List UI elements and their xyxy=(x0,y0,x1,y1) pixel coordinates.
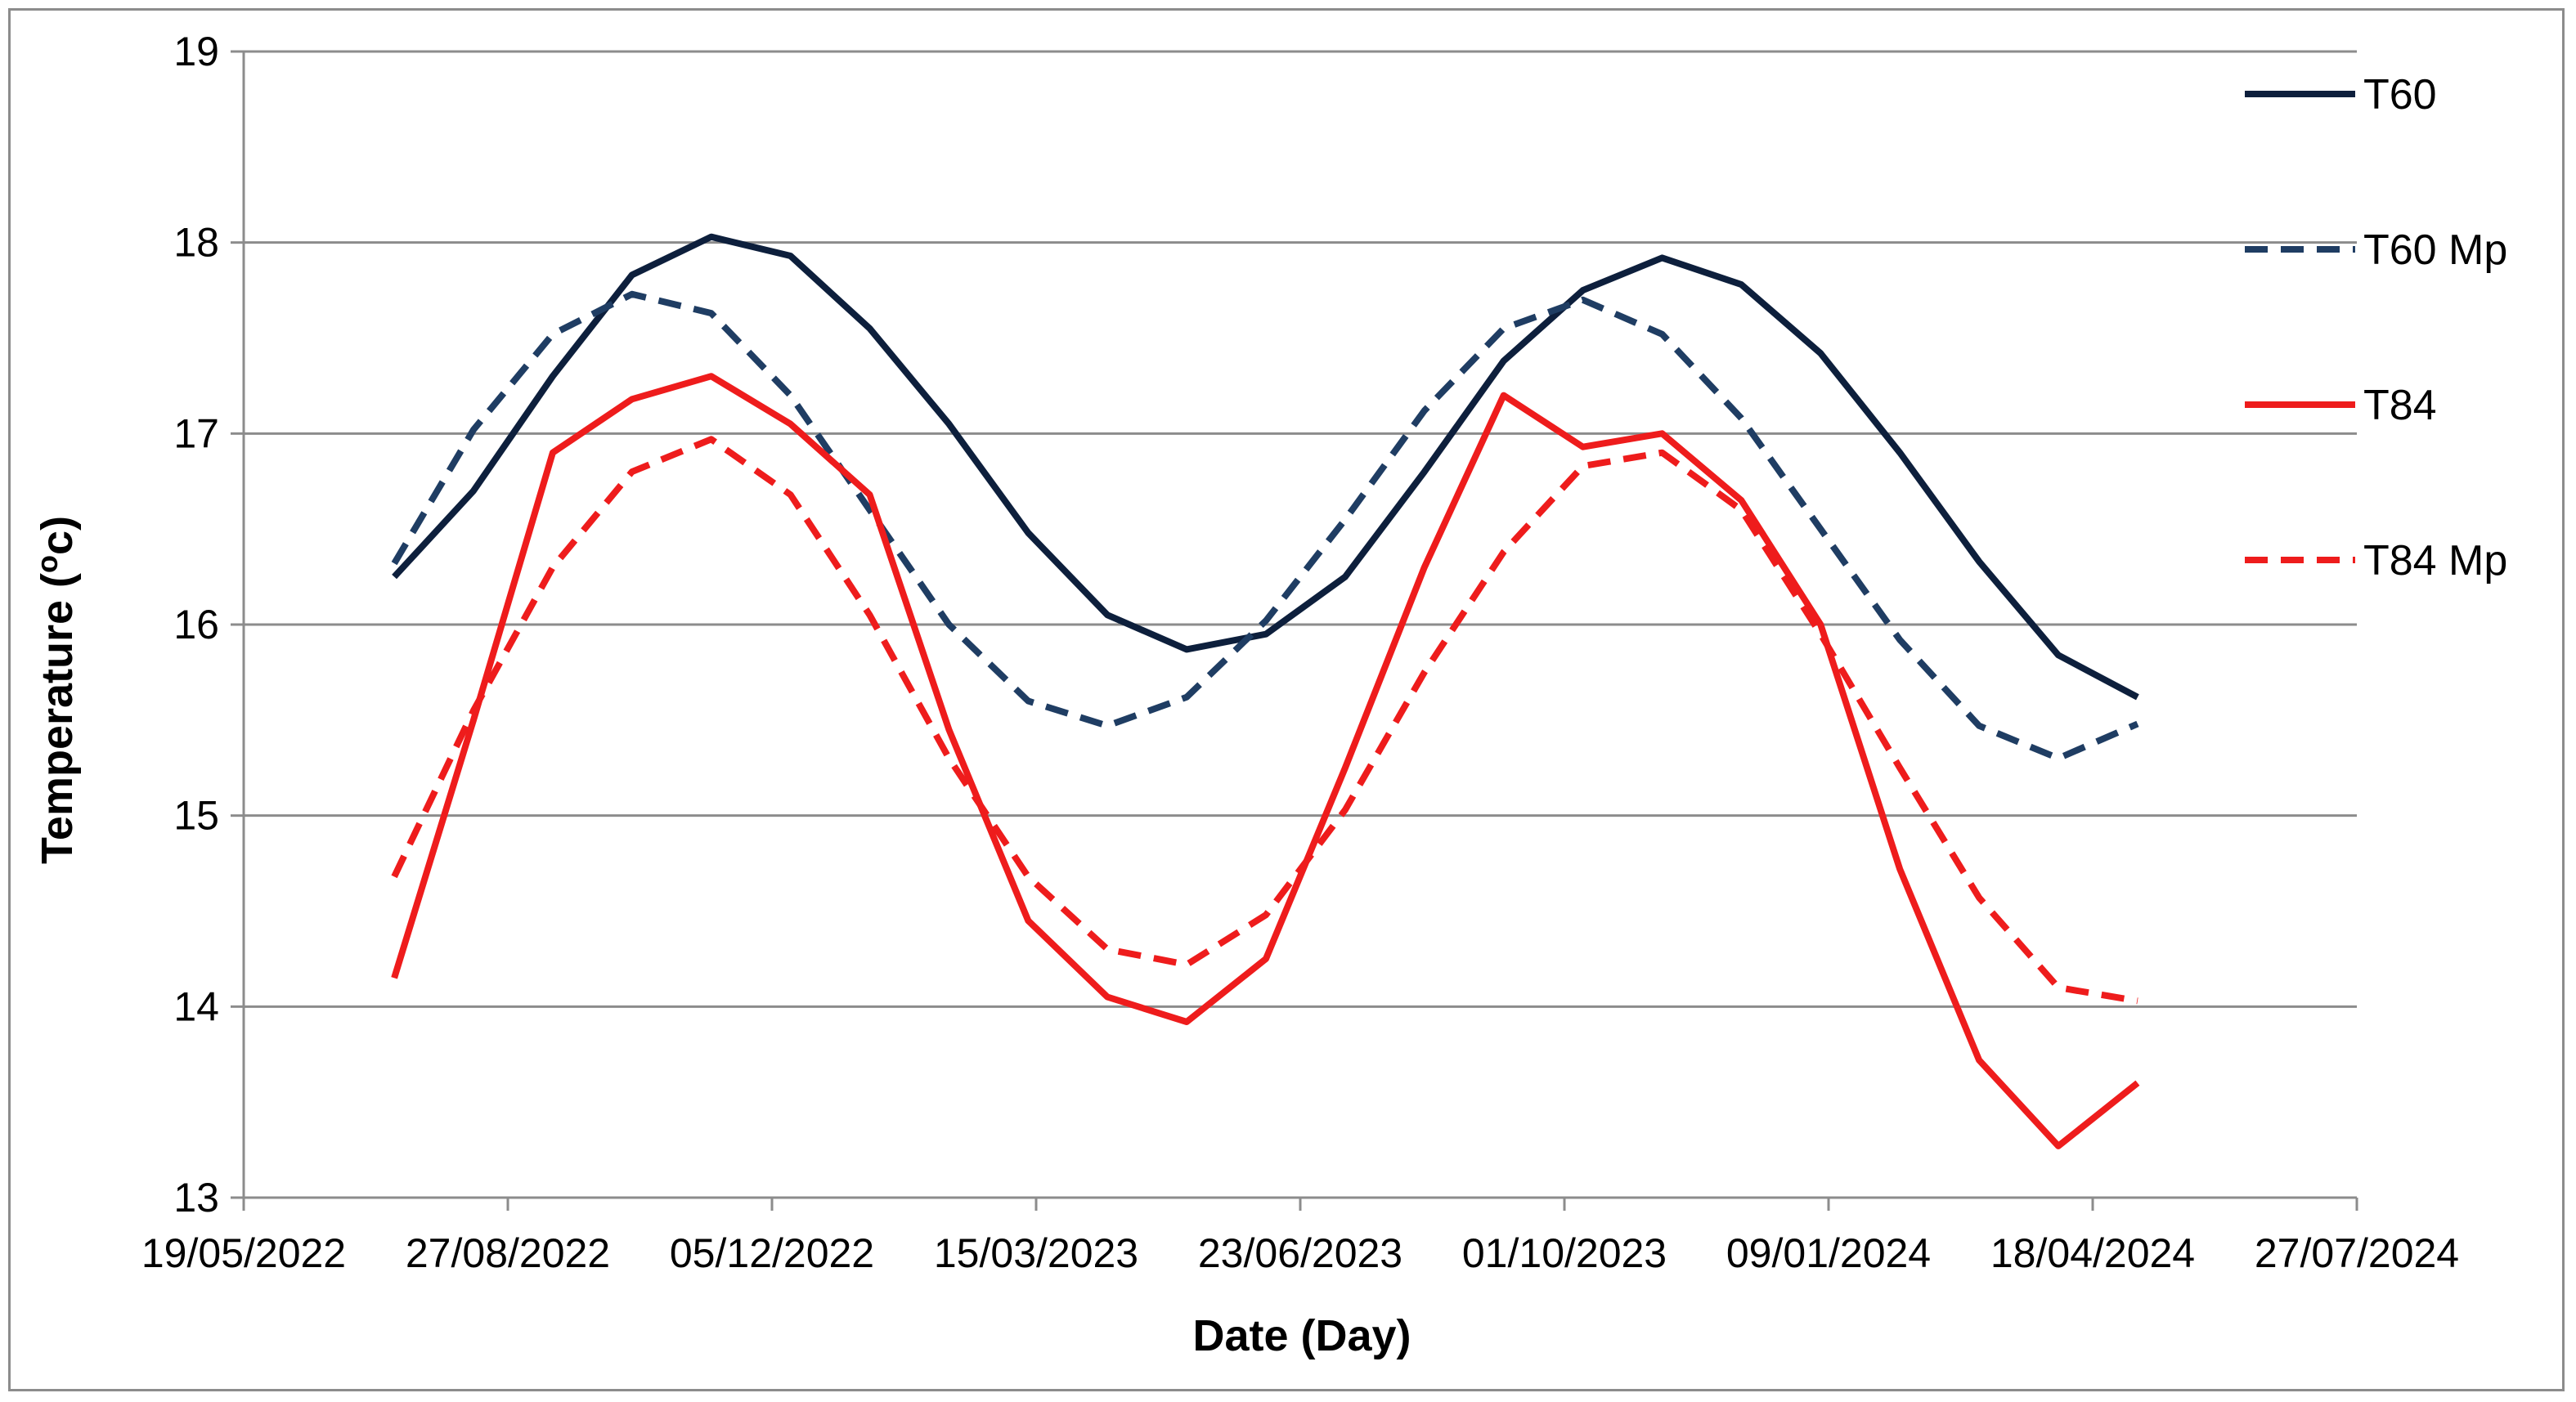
series-line-t60-mp xyxy=(391,290,2139,762)
series-line-t84 xyxy=(391,373,2140,1149)
y-tick-label: 16 xyxy=(173,602,219,647)
x-axis-title: Date (Day) xyxy=(1192,1311,1411,1360)
y-tick-label: 19 xyxy=(173,29,219,74)
y-tick-label: 14 xyxy=(173,983,219,1029)
y-tick-label: 15 xyxy=(173,793,219,839)
x-tick-label: 19/05/2022 xyxy=(141,1230,346,1276)
x-tick-label: 01/10/2023 xyxy=(1462,1230,1667,1276)
legend-label: T84 Mp xyxy=(2363,537,2507,585)
y-axis-title: Temperature (oc) xyxy=(30,516,82,864)
series-line-t60 xyxy=(392,233,2139,701)
axes: 13 14 15 16 17 18 19 19/05/2022 27/08/2022 05/12/… xyxy=(141,29,2459,1276)
x-tick-label: 27/07/2024 xyxy=(2255,1230,2459,1276)
x-tick-label: 15/03/2023 xyxy=(934,1230,1138,1276)
series-line-t84-mp xyxy=(391,436,2138,1005)
chart-frame xyxy=(8,8,2565,1391)
x-tick-label: 05/12/2022 xyxy=(670,1230,874,1276)
x-tick-label: 27/08/2022 xyxy=(406,1230,610,1276)
x-tick-label: 23/06/2023 xyxy=(1198,1230,1402,1276)
x-tick-label: 09/01/2024 xyxy=(1726,1230,1931,1276)
legend-label: T60 Mp xyxy=(2363,226,2507,274)
x-tick-label: 18/04/2024 xyxy=(1990,1230,2195,1276)
legend-label: T84 xyxy=(2363,382,2437,429)
series-lines xyxy=(391,233,2140,1149)
legend: T60 T60 Mp T84 T84 Mp xyxy=(2245,71,2507,585)
legend-label: T60 xyxy=(2363,71,2437,119)
gridlines xyxy=(244,50,2357,1008)
y-tick-label: 18 xyxy=(173,220,219,266)
y-tick-label: 13 xyxy=(173,1175,219,1221)
y-tick-label: 17 xyxy=(173,410,219,456)
